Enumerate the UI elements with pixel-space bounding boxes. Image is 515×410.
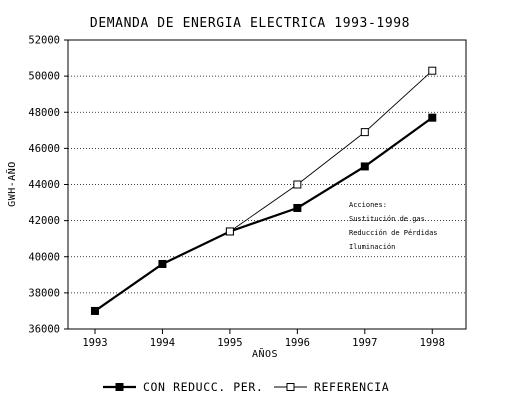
x-axis-label: AÑOS — [252, 347, 278, 360]
data-point-con-reducc — [293, 203, 302, 212]
y-tick-label: 40000 — [28, 251, 60, 263]
annotation-line: Reducción de Pérdidas — [349, 229, 438, 237]
x-tick-label: 1995 — [217, 337, 242, 349]
legend-marker-con-reducc — [115, 383, 124, 391]
x-axis-ticks: 1993 1994 1995 1996 1997 1998 — [82, 329, 445, 349]
series-layer — [90, 66, 437, 315]
series-line-referencia — [229, 70, 433, 232]
x-tick-label: 1994 — [150, 337, 175, 349]
data-point-con-reducc — [158, 259, 167, 268]
legend: CON REDUCC. PER. REFERENCIA — [103, 380, 389, 394]
y-tick-label: 36000 — [28, 324, 60, 336]
data-point-con-reducc — [90, 306, 99, 315]
y-tick-label: 44000 — [28, 179, 60, 191]
y-axis-label: GWH-AÑO — [5, 161, 18, 207]
annotation-line: Sustitución de gas — [349, 215, 425, 223]
data-point-referencia — [293, 180, 302, 189]
legend-label-referencia: REFERENCIA — [314, 380, 389, 394]
series-line-con-reducc — [94, 116, 433, 312]
x-tick-label: 1993 — [82, 337, 107, 349]
y-tick-label: 48000 — [28, 107, 60, 119]
y-axis-ticks: 36000 38000 40000 42000 44000 46000 48000 50000… — [28, 35, 68, 336]
y-tick-label: 52000 — [28, 35, 60, 47]
data-point-con-reducc — [428, 113, 437, 122]
y-tick-label: 38000 — [28, 287, 60, 299]
data-point-referencia — [428, 66, 437, 75]
annotation-line: Acciones: — [349, 201, 387, 209]
data-point-referencia — [360, 128, 369, 137]
chart-title: DEMANDA DE ENERGIA ELECTRICA 1993-1998 — [90, 16, 410, 31]
legend-label-con-reducc: CON REDUCC. PER. — [143, 380, 263, 394]
x-tick-label: 1996 — [285, 337, 310, 349]
data-point-con-reducc — [360, 162, 369, 171]
y-tick-label: 46000 — [28, 143, 60, 155]
legend-marker-referencia — [286, 383, 295, 391]
annotation-box: Acciones: Sustitución de gas Reducción de … — [349, 201, 438, 251]
y-tick-label: 50000 — [28, 71, 60, 83]
gridlines — [68, 75, 466, 294]
data-point-referencia — [225, 227, 234, 236]
annotation-line: Iluminación — [349, 243, 395, 251]
x-tick-label: 1998 — [420, 337, 445, 349]
y-tick-label: 42000 — [28, 215, 60, 227]
x-tick-label: 1997 — [352, 337, 377, 349]
